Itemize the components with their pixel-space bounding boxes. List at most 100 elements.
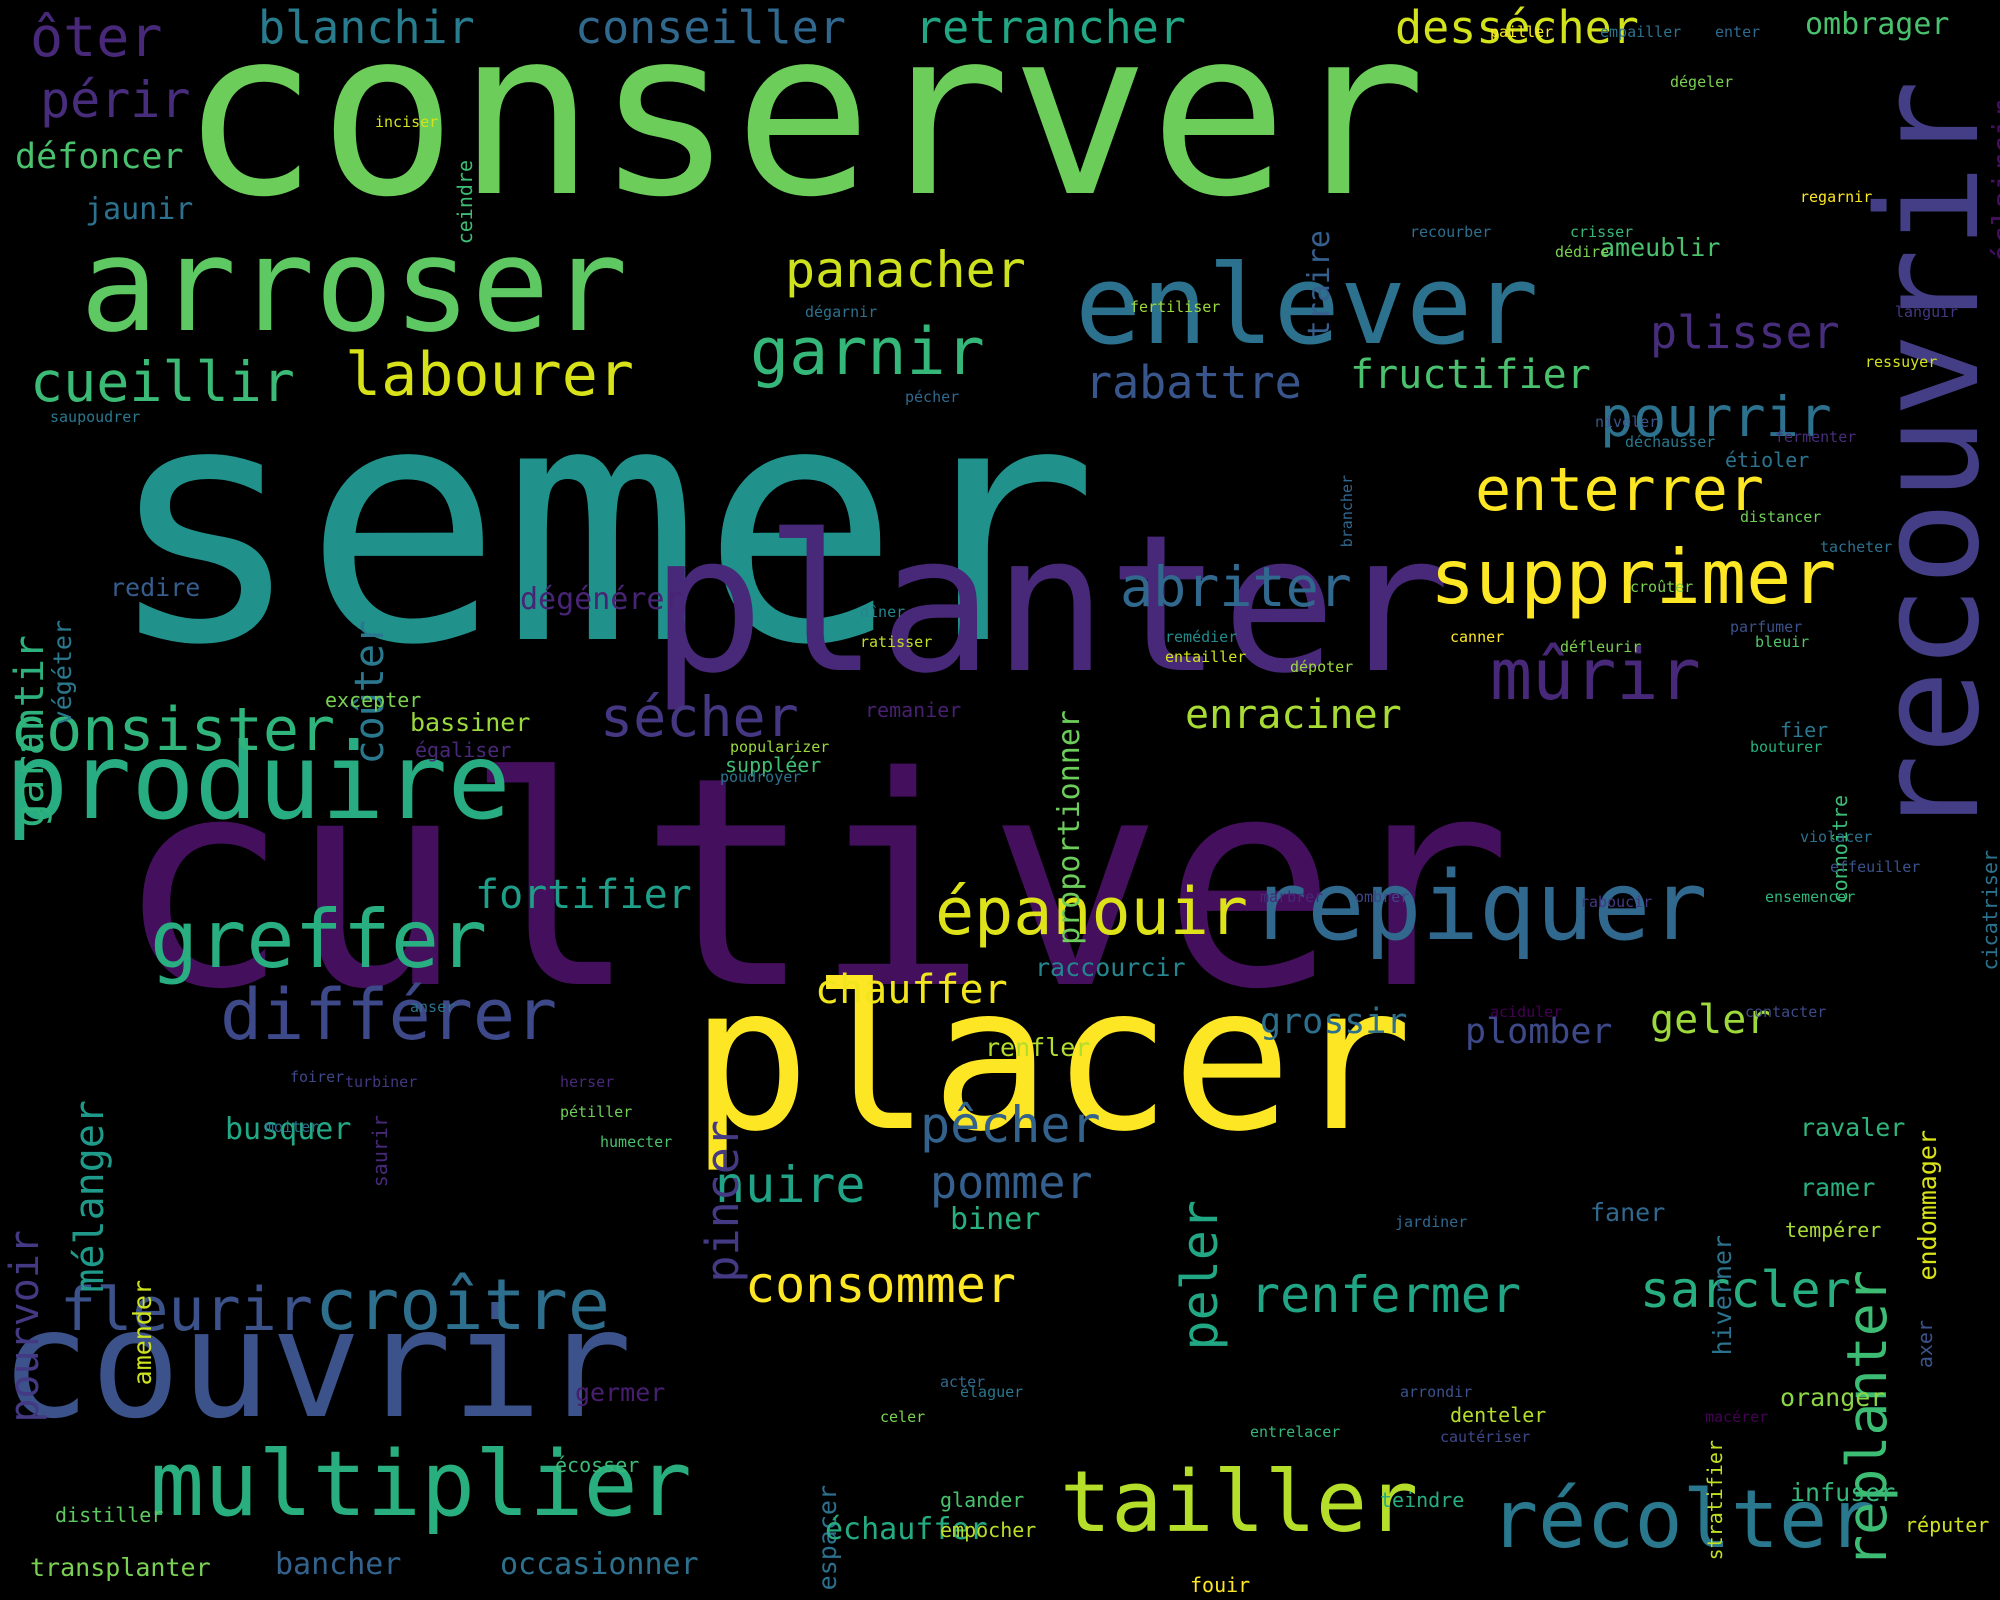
word: garnir <box>750 315 985 390</box>
word: herser <box>560 1073 615 1091</box>
word: effeuiller <box>1830 858 1921 876</box>
word: popularizer <box>730 738 830 756</box>
word: entrelacer <box>1250 1423 1341 1441</box>
word: anser <box>410 998 456 1016</box>
word: geler <box>1650 997 1771 1043</box>
word: enterrer <box>1475 455 1764 525</box>
word: fleurir <box>60 1275 313 1345</box>
word: pétiller <box>560 1103 633 1121</box>
word: denteler <box>1450 1403 1547 1427</box>
word: oranger <box>1780 1383 1886 1412</box>
word: jaunir <box>85 192 194 227</box>
word: tempérer <box>1785 1218 1882 1242</box>
word: plomber <box>1465 1012 1613 1052</box>
word: nuire <box>715 1156 866 1214</box>
word: raccourcir <box>1035 953 1186 982</box>
word: pourrir <box>1600 385 1832 449</box>
word: foirer <box>290 1068 345 1086</box>
word: niveler <box>1595 413 1659 431</box>
word: jardiner <box>1395 1213 1468 1231</box>
word: violacer <box>1800 828 1873 846</box>
word: empailler <box>1600 23 1682 41</box>
word: germer <box>575 1378 666 1407</box>
word: fermenter <box>1775 428 1857 446</box>
word: conserver <box>180 0 1427 248</box>
word: semer <box>105 333 1099 717</box>
word: recourber <box>1410 223 1492 241</box>
word: sécher <box>600 685 799 749</box>
word: languir <box>1895 303 1959 321</box>
word: remanier <box>865 698 962 722</box>
word: occasionner <box>500 1547 699 1582</box>
word: enter <box>1715 23 1761 41</box>
word: blanchir <box>258 1 475 54</box>
word: pourvoir <box>2 1230 48 1423</box>
word: arroser <box>80 209 628 361</box>
word: cueillir <box>30 350 295 414</box>
word: mûrir <box>1490 634 1701 716</box>
word: endommager <box>1913 1130 1942 1281</box>
word: dégeler <box>1670 73 1734 91</box>
word: saurir <box>368 1115 392 1188</box>
word: excepter <box>325 688 422 712</box>
word: défleurir <box>1560 638 1642 656</box>
word: croître <box>315 1264 611 1346</box>
word: dîner <box>860 603 906 621</box>
word: distiller <box>55 1503 164 1527</box>
word: fier <box>1780 718 1829 742</box>
word: dégénérer <box>520 582 683 617</box>
word: biner <box>950 1202 1041 1237</box>
word: tacheter <box>1820 538 1893 556</box>
word: pailler <box>1490 23 1554 41</box>
word: distancer <box>1740 508 1822 526</box>
word: épanouir <box>935 875 1249 950</box>
word: recouvrir <box>1848 80 2000 839</box>
word: croûter <box>1630 578 1694 596</box>
word: garantir <box>7 635 53 828</box>
word: cultiver <box>115 716 1512 1053</box>
word: cicatriser <box>1978 850 2000 971</box>
word: pêcher <box>920 1096 1101 1154</box>
word: fructifier <box>1350 352 1591 398</box>
word: hiverner <box>1708 1235 1737 1356</box>
word: ensemencer <box>1765 888 1856 906</box>
word: busquer <box>225 1112 352 1147</box>
word: ramer <box>1800 1173 1876 1202</box>
word: suppléer <box>725 753 822 777</box>
word: élaguer <box>960 1383 1024 1401</box>
word: étioler <box>1725 448 1810 472</box>
word: brancher <box>1338 475 1356 548</box>
word: mélanger <box>67 1100 113 1293</box>
word: labourer <box>345 340 634 410</box>
word: marbrer <box>1260 888 1324 906</box>
word: raboucir <box>1580 893 1653 911</box>
word: replanter <box>1835 1270 1899 1569</box>
word: saupoudrer <box>50 408 141 426</box>
word: humecter <box>600 1133 673 1151</box>
word: ravaler <box>1800 1113 1906 1142</box>
word: récolter <box>1490 1473 1876 1566</box>
word: chauffer <box>815 967 1008 1013</box>
word: consister <box>10 695 336 765</box>
word: renfermer <box>1250 1266 1521 1324</box>
word: infuser <box>1790 1478 1896 1507</box>
word: canner <box>1450 628 1505 646</box>
word: teindre <box>1380 1488 1465 1512</box>
word: acter <box>940 1373 986 1391</box>
word: sarcler <box>1640 1261 1851 1319</box>
word: déchausser <box>1625 433 1716 451</box>
word: ratisser <box>860 633 933 651</box>
word: axer <box>1913 1320 1937 1369</box>
word: placer <box>690 943 1413 1176</box>
word: ameublir <box>1600 233 1721 262</box>
word: défoncer <box>15 137 184 177</box>
word: dégarnir <box>805 303 878 321</box>
word: dessécher <box>1395 1 1639 54</box>
word: consommer <box>745 1256 1016 1314</box>
word: dépoter <box>1290 658 1354 676</box>
word: peler <box>1171 1200 1229 1351</box>
word: plisser <box>1650 306 1840 359</box>
word: ombrer <box>1355 888 1410 906</box>
word: dédire <box>1555 243 1610 261</box>
